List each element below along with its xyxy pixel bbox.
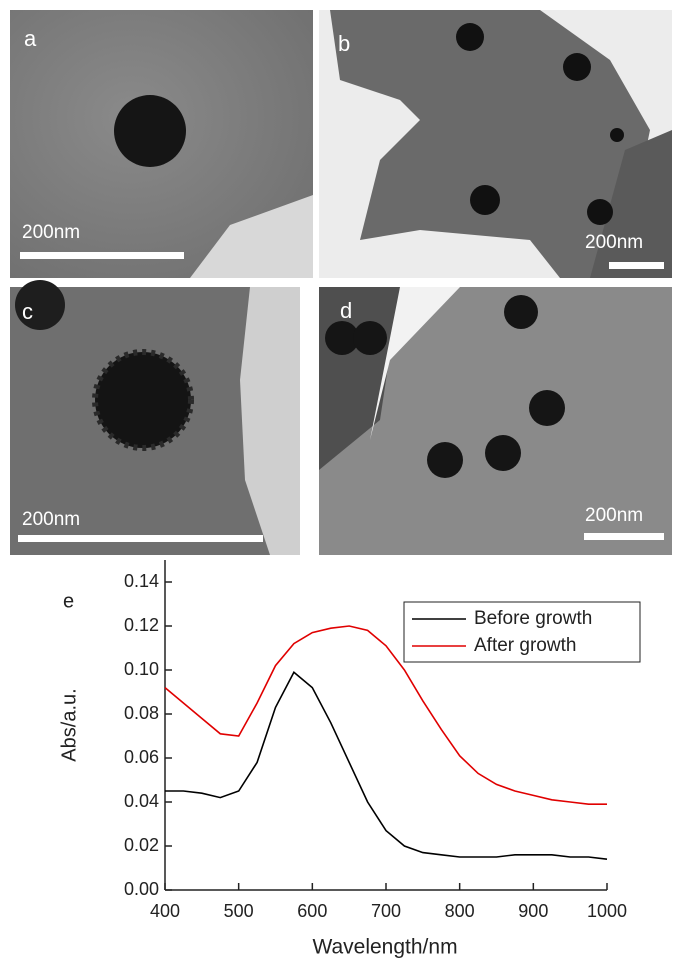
particle [470,185,500,215]
x-tick-label: 800 [445,901,475,921]
legend-label: After growth [474,635,576,656]
particle [587,199,613,225]
legend-box [403,601,641,663]
y-tick-label: 0.12 [124,615,159,635]
x-tick-label: 1000 [587,901,627,921]
line-series [164,625,607,805]
y-tick-label: 0.02 [124,835,159,855]
background-region [240,287,300,555]
particle [563,53,591,81]
x-tick-label: 700 [371,901,401,921]
line-series [165,670,608,860]
panel-label: d [340,298,352,323]
particle [456,23,484,51]
scale-label: 200nm [22,509,80,530]
y-axis-label: Abs/a.u. [58,688,80,761]
background-region [190,195,313,278]
particle [353,321,387,355]
sheet [590,130,672,278]
particle [325,321,359,355]
scale-bar [20,252,184,259]
y-tick-label: 0.10 [124,659,159,679]
x-tick-label: 400 [150,901,180,921]
panel-b: b 200nm [319,10,672,278]
scale-bar [609,262,664,269]
legend-label: Before growth [474,608,592,629]
y-tick-label: 0.04 [124,791,159,811]
particle [529,390,565,426]
particle [15,280,65,330]
y-tick-label: 0.06 [124,747,159,767]
panel-c: c 200nm [10,280,300,555]
scale-label: 200nm [585,505,643,526]
x-tick-label: 900 [518,901,548,921]
panel-label: a [24,26,37,51]
particle [610,128,624,142]
particle [92,349,194,451]
panel-a: a 200nm [10,10,313,278]
particle [427,442,463,478]
background-region [370,287,460,440]
scale-label: 200nm [22,222,80,243]
panel-label: b [338,31,350,56]
panel-label: e [63,590,74,612]
x-tick-label: 500 [224,901,254,921]
scale-label: 200nm [585,232,643,253]
particle [504,295,538,329]
y-tick-label: 0.00 [124,879,159,899]
particle [485,435,521,471]
x-tick-label: 600 [297,901,327,921]
particle [114,95,186,167]
y-tick-label: 0.08 [124,703,159,723]
scale-bar [584,533,664,540]
scale-bar [18,535,263,542]
y-tick-label: 0.14 [124,571,159,591]
x-axis-label: Wavelength/nm [312,936,457,959]
panel-d: d 200nm [319,287,672,555]
panel-label: c [22,299,33,324]
